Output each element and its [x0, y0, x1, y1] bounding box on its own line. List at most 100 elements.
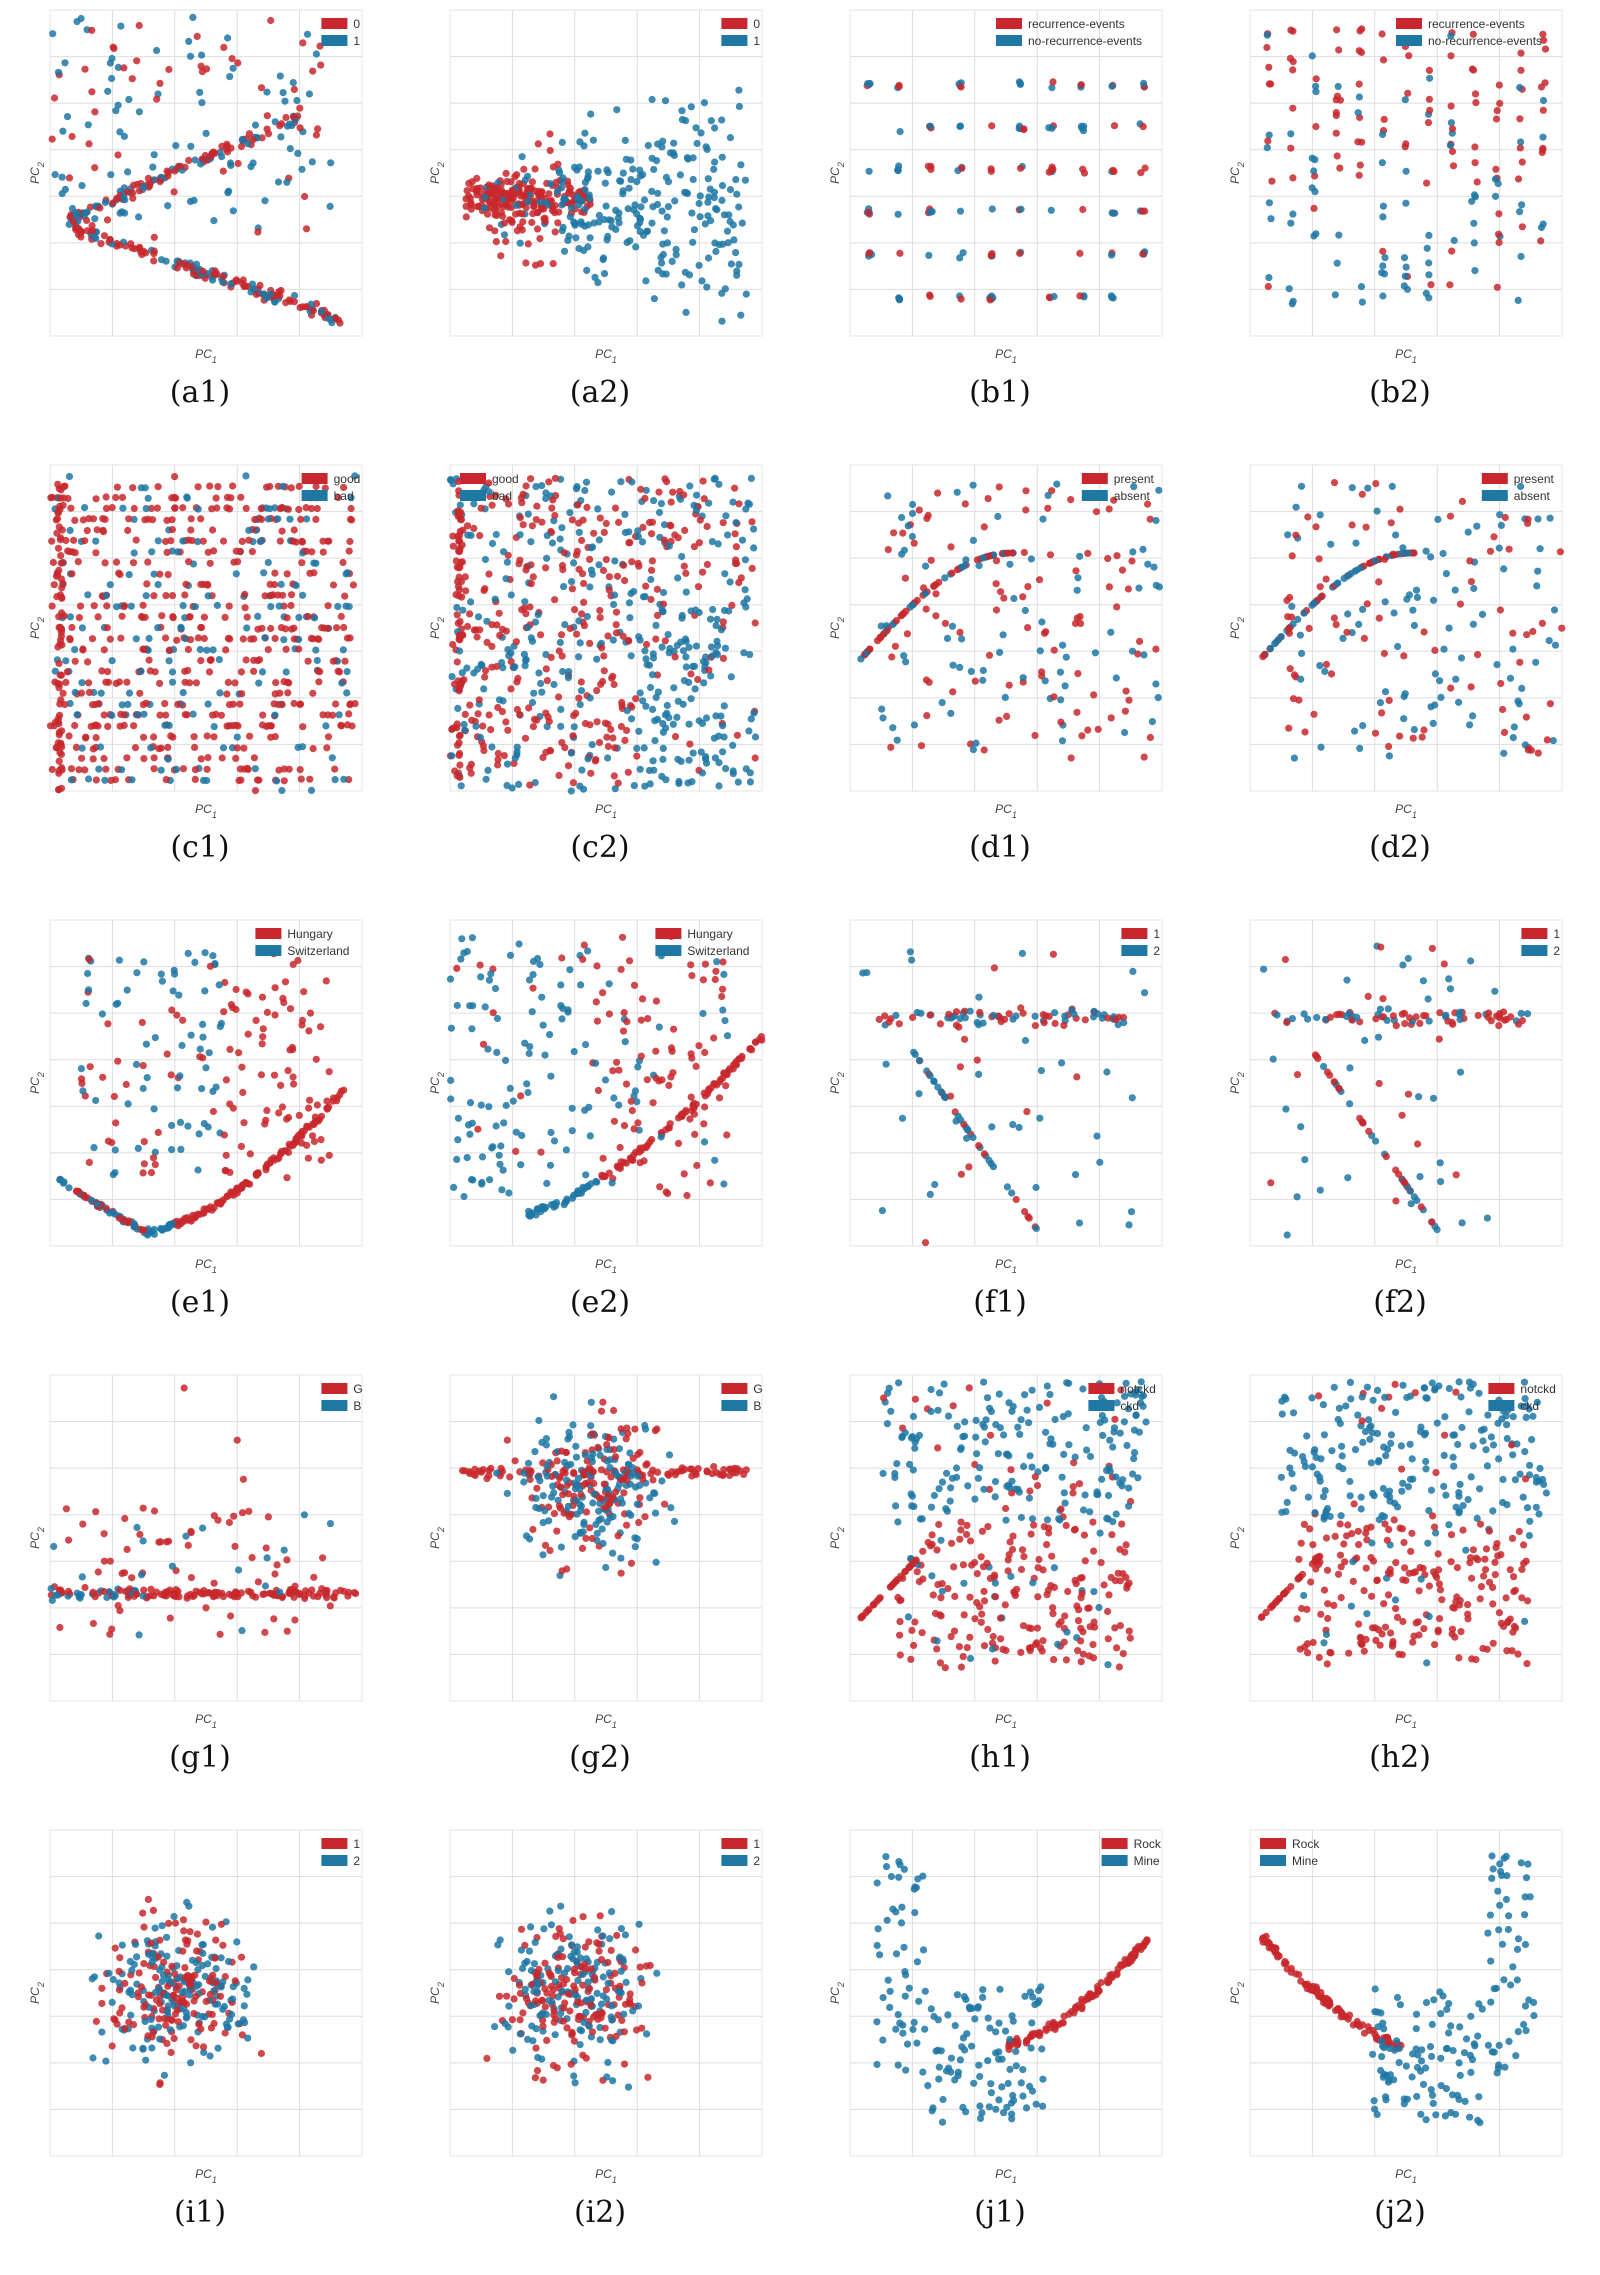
- data-point-class-a: [521, 734, 530, 742]
- data-point-class-b: [578, 766, 586, 774]
- data-point-class-a: [187, 526, 195, 534]
- data-point-class-a: [746, 1045, 754, 1053]
- data-point-class-b: [663, 213, 671, 221]
- data-point-class-b: [1016, 79, 1024, 87]
- data-point-class-b: [926, 1190, 934, 1198]
- data-point-class-a: [1539, 106, 1547, 114]
- data-point-class-a: [1447, 102, 1455, 110]
- data-point-class-b: [213, 601, 221, 609]
- data-point-class-a: [526, 603, 534, 611]
- data-point-class-a: [194, 634, 202, 642]
- data-point-class-b: [636, 636, 644, 644]
- data-point-class-b: [481, 555, 489, 564]
- data-point-class-b: [1399, 544, 1407, 552]
- data-point-class-a: [1078, 732, 1086, 740]
- data-point-class-b: [717, 626, 725, 634]
- data-point-class-a: [307, 504, 316, 513]
- data-point-class-a: [1538, 619, 1546, 627]
- data-point-class-b: [1334, 82, 1342, 91]
- data-point-class-b: [547, 1128, 555, 1137]
- data-point-class-b: [1037, 1067, 1045, 1075]
- legend-label: Hungary: [287, 927, 332, 941]
- data-point-class-b: [633, 210, 641, 218]
- data-point-class-a: [455, 586, 463, 594]
- data-point-class-a: [1140, 753, 1148, 761]
- data-point-class-b: [729, 221, 737, 229]
- data-point-class-a: [225, 1518, 233, 1527]
- data-point-class-b: [495, 1151, 503, 1159]
- data-point-class-a: [251, 787, 260, 795]
- data-point-class-b: [689, 749, 697, 757]
- data-point-class-b: [624, 205, 632, 213]
- data-point-class-b: [114, 101, 122, 109]
- data-point-class-b: [934, 1083, 942, 1091]
- data-point-class-a: [124, 1593, 132, 1601]
- data-point-class-b: [1312, 82, 1320, 90]
- data-point-class-a: [168, 516, 176, 524]
- data-point-class-b: [719, 1006, 727, 1014]
- data-point-class-a: [866, 645, 874, 653]
- data-point-class-a: [561, 744, 569, 752]
- data-point-class-a: [519, 521, 527, 529]
- data-point-class-a: [102, 765, 110, 773]
- plot-area: [49, 9, 363, 337]
- data-point-class-a: [524, 240, 532, 248]
- data-point-class-b: [515, 940, 523, 948]
- data-point-class-a: [1425, 95, 1433, 103]
- data-point-class-a: [271, 1011, 279, 1019]
- data-point-class-b: [567, 787, 575, 795]
- data-point-class-b: [627, 156, 635, 164]
- data-point-class-a: [287, 601, 295, 610]
- data-point-class-b: [682, 588, 690, 596]
- data-point-class-a: [224, 678, 232, 686]
- data-point-class-a: [89, 227, 97, 235]
- data-point-class-b: [685, 756, 693, 764]
- data-point-class-b: [179, 602, 187, 610]
- data-point-class-a: [492, 238, 500, 246]
- data-point-class-b: [1346, 1064, 1354, 1072]
- data-point-class-b: [204, 700, 212, 708]
- data-point-class-b: [1402, 199, 1410, 207]
- data-point-class-a: [302, 303, 310, 311]
- data-point-class-b: [721, 644, 729, 652]
- data-point-class-a: [723, 1131, 731, 1139]
- data-point-class-b: [165, 657, 173, 665]
- data-point-class-b: [675, 777, 683, 786]
- data-point-class-b: [1001, 693, 1009, 701]
- data-point-class-a: [1540, 36, 1548, 44]
- data-point-class-a: [296, 104, 304, 112]
- data-point-class-b: [600, 270, 609, 278]
- data-point-class-a: [56, 494, 64, 502]
- data-point-class-b: [295, 613, 303, 622]
- data-point-class-a: [1051, 1019, 1059, 1028]
- data-point-class-a: [163, 548, 171, 556]
- data-point-class-a: [78, 754, 86, 762]
- data-point-class-a: [488, 621, 496, 629]
- data-point-class-b: [650, 766, 658, 774]
- data-point-class-a: [68, 132, 76, 141]
- data-point-class-a: [493, 662, 501, 671]
- data-point-class-b: [576, 639, 584, 647]
- data-point-class-a: [106, 1557, 114, 1565]
- data-point-class-b: [610, 600, 618, 609]
- data-point-class-b: [895, 162, 903, 170]
- data-point-class-a: [306, 569, 314, 577]
- data-point-class-a: [200, 613, 208, 621]
- data-point-class-a: [664, 1470, 672, 1478]
- data-point-class-b: [648, 95, 656, 104]
- data-point-class-b: [648, 154, 656, 162]
- data-point-class-a: [92, 1508, 100, 1516]
- data-point-class-b: [703, 283, 711, 291]
- data-point-class-b: [82, 999, 90, 1008]
- data-point-class-a: [298, 538, 306, 546]
- data-point-class-a: [520, 165, 528, 173]
- data-point-class-a: [476, 184, 485, 192]
- data-point-class-a: [1492, 115, 1501, 123]
- data-point-class-b: [612, 225, 620, 233]
- data-point-class-b: [81, 504, 89, 512]
- data-point-class-a: [895, 83, 903, 91]
- data-point-class-b: [575, 528, 583, 536]
- data-point-class-b: [662, 270, 670, 278]
- data-point-class-a: [100, 754, 108, 763]
- data-point-class-b: [1483, 1214, 1491, 1222]
